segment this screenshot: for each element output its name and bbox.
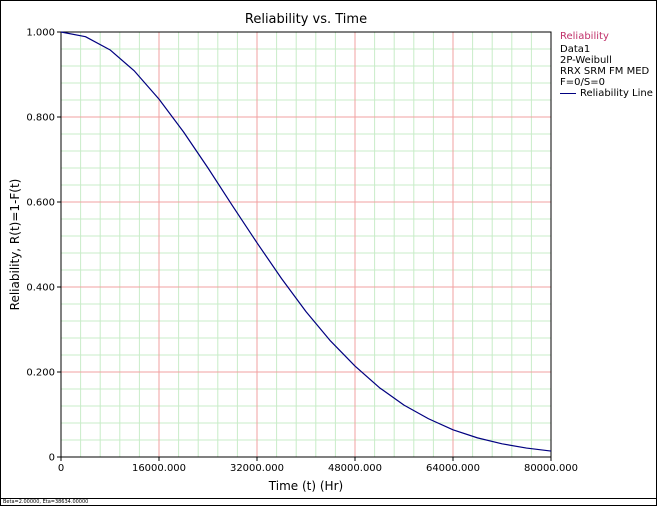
y-axis-label: Reliability, R(t)=1-F(t) — [8, 179, 22, 311]
legend: Reliability Data1 2P-Weibull RRX SRM FM … — [560, 31, 656, 99]
legend-distribution: 2P-Weibull — [560, 55, 612, 66]
legend-header: Reliability — [560, 31, 609, 42]
plot-area — [60, 31, 552, 458]
x-tick-label: 16000.000 — [132, 463, 186, 474]
x-tick-label: 0 — [58, 463, 64, 474]
y-tick-label: 1.000 — [26, 28, 55, 39]
legend-entry-label: Reliability Line — [580, 88, 653, 99]
legend-entry-reliability-line: Reliability Line — [560, 88, 656, 99]
series-line-reliability — [60, 31, 552, 452]
x-axis-ticks: 0 16000.000 32000.000 48000.000 64000.000 800… — [58, 457, 578, 474]
legend-data-name: Data1 — [560, 44, 591, 55]
status-bar: Beta=2.00000, Eta=38634.00000 — [1, 498, 656, 505]
legend-swatch — [560, 93, 576, 94]
x-axis-label: Time (t) (Hr) — [268, 479, 343, 493]
series-layer — [60, 31, 552, 452]
x-tick-label: 80000.000 — [524, 463, 578, 474]
status-text: Beta=2.00000, Eta=38634.00000 — [3, 499, 89, 505]
y-tick-label: 0.800 — [26, 113, 55, 124]
reliability-chart: 0 16000.000 32000.000 48000.000 64000.000 800… — [8, 12, 578, 493]
x-tick-label: 64000.000 — [426, 463, 480, 474]
y-tick-label: 0 — [49, 453, 55, 464]
x-tick-label: 48000.000 — [328, 463, 382, 474]
minor-grid — [61, 32, 551, 457]
legend-counts: F=0/S=0 — [560, 77, 605, 88]
legend-method: RRX SRM FM MED — [560, 66, 650, 77]
x-tick-label: 32000.000 — [230, 463, 284, 474]
y-axis-ticks: 0 0.200 0.400 0.600 0.800 1.000 — [26, 28, 61, 464]
y-tick-label: 0.400 — [26, 283, 55, 294]
major-grid — [60, 31, 552, 458]
y-tick-label: 0.200 — [26, 368, 55, 379]
y-tick-label: 0.600 — [26, 198, 55, 209]
chart-title: Reliability vs. Time — [245, 12, 367, 27]
